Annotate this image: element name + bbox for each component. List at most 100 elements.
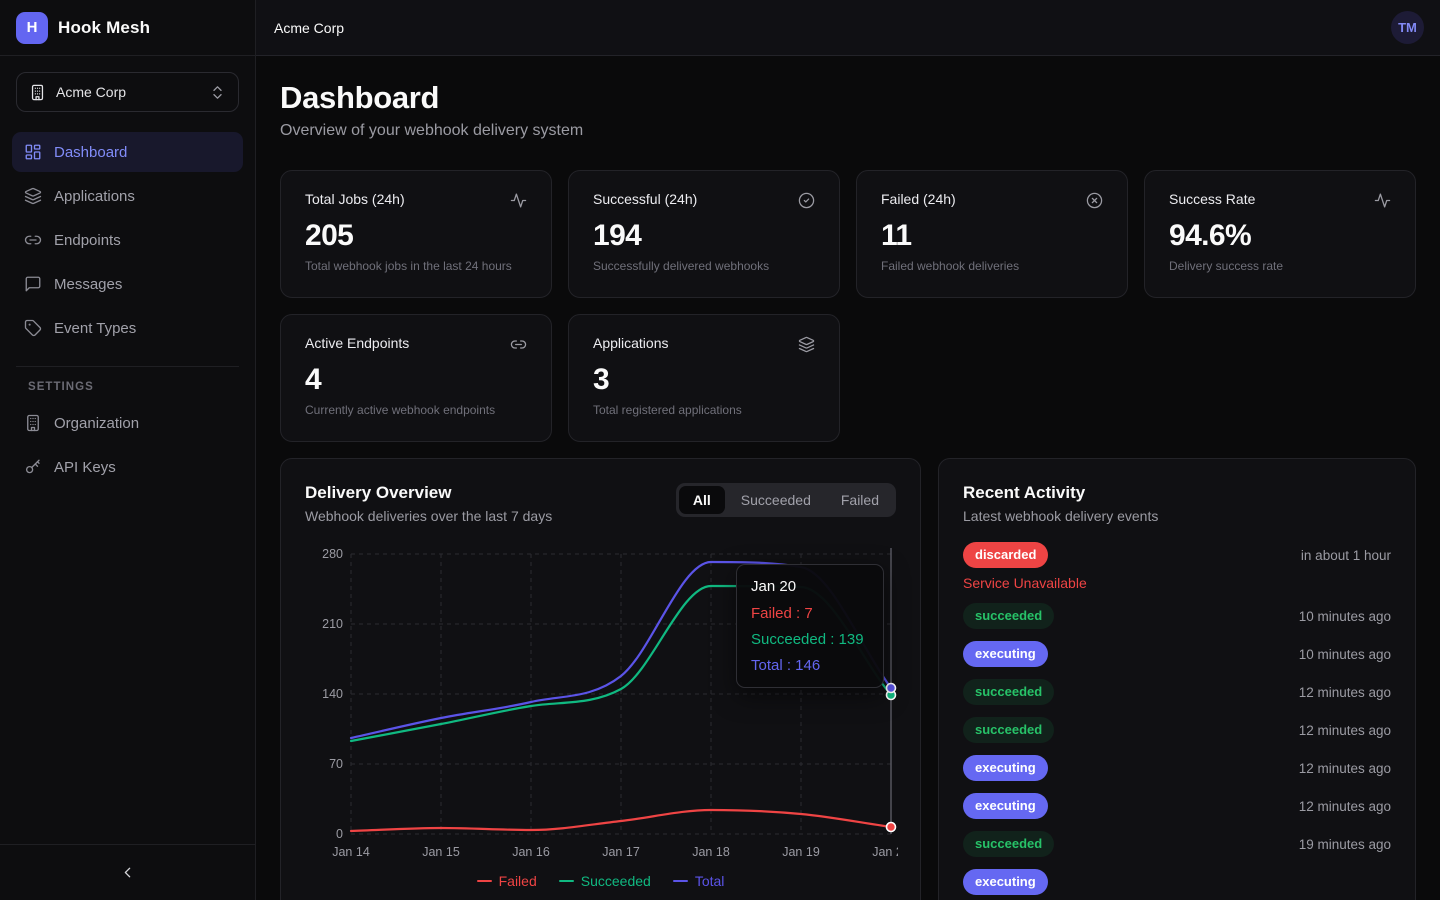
tooltip-row-succeeded: Succeeded : 139 <box>751 631 864 648</box>
link-icon <box>510 336 527 353</box>
activity-list: discarded in about 1 hour Service Unavaila… <box>963 542 1391 895</box>
stats-grid: Total Jobs (24h) 205 Total webhook jobs in… <box>280 170 1416 442</box>
topbar-org-name: Acme Corp <box>274 19 345 36</box>
tooltip-title: Jan 20 <box>751 578 797 595</box>
event-time: 12 minutes ago <box>1298 760 1391 776</box>
avatar-initials: TM <box>1398 20 1417 35</box>
dashboard-icon <box>24 143 42 161</box>
sidebar-item-organization[interactable]: Organization <box>12 403 243 443</box>
sidebar: H Hook Mesh Acme Corp Dashboard Applicati… <box>0 0 256 900</box>
svg-text:0: 0 <box>336 827 343 841</box>
sidebar-item-applications[interactable]: Applications <box>12 176 243 216</box>
sidebar-item-api-keys[interactable]: API Keys <box>12 447 243 487</box>
page-title: Dashboard <box>280 80 440 115</box>
building-icon <box>24 414 42 432</box>
main-content: Dashboard Overview of your webhook deliv… <box>256 0 1440 900</box>
event-time: 10 minutes ago <box>1298 646 1391 662</box>
stat-card-applications: Applications 3 Total registered applicatio… <box>568 314 840 442</box>
svg-text:Jan 18: Jan 18 <box>692 845 730 859</box>
status-badge: executing <box>963 641 1048 667</box>
activity-icon <box>510 192 527 209</box>
status-badge: executing <box>963 755 1048 781</box>
legend-item-succeeded: Succeeded <box>558 873 651 889</box>
event-time: in about 1 hour <box>1300 547 1391 563</box>
chart-legend: Failed Succeeded Total <box>305 873 896 889</box>
svg-text:280: 280 <box>322 547 343 561</box>
user-avatar[interactable]: TM <box>1391 11 1424 44</box>
stat-description: Currently active webhook endpoints <box>305 403 496 417</box>
key-icon <box>24 458 42 476</box>
stat-label: Failed (24h) <box>881 191 956 207</box>
sidebar-item-messages[interactable]: Messages <box>12 264 243 304</box>
settings-heading: SETTINGS <box>28 381 94 393</box>
activity-event-row[interactable]: succeeded 12 minutes ago <box>963 717 1391 743</box>
tab-all[interactable]: All <box>678 486 725 514</box>
sidebar-nav: Dashboard Applications Endpoints Messages Ev… <box>0 120 255 352</box>
sidebar-item-label: Dashboard <box>54 143 128 161</box>
collapse-sidebar-button[interactable] <box>119 864 136 881</box>
activity-event-row[interactable]: succeeded 19 minutes ago <box>963 831 1391 857</box>
sidebar-divider <box>16 366 239 367</box>
stat-value: 194 <box>593 219 642 252</box>
stat-label: Total Jobs (24h) <box>305 191 405 207</box>
delivery-chart: 0 70 140 210 280 Jan 14 Jan 15 Jan 16 Jan 17 Jan … <box>305 538 910 889</box>
activity-subtitle: Latest webhook delivery events <box>963 508 1159 524</box>
sidebar-item-dashboard[interactable]: Dashboard <box>12 132 243 172</box>
stat-label: Active Endpoints <box>305 335 410 351</box>
stat-label: Applications <box>593 335 669 351</box>
activity-event-row[interactable]: executing 10 minutes ago <box>963 641 1391 667</box>
sidebar-settings-nav: Organization API Keys <box>0 403 255 491</box>
sidebar-item-label: Messages <box>54 275 123 293</box>
event-time: 12 minutes ago <box>1298 684 1391 700</box>
x-circle-icon <box>1086 192 1103 209</box>
message-icon <box>24 275 42 293</box>
sidebar-item-label: Event Types <box>54 319 137 337</box>
activity-icon <box>1374 192 1391 209</box>
stat-card-failed-24h-: Failed (24h) 11 Failed webhook deliveries <box>856 170 1128 298</box>
status-badge: executing <box>963 869 1048 895</box>
svg-text:Jan 14: Jan 14 <box>332 845 370 859</box>
stat-description: Successfully delivered webhooks <box>593 259 770 273</box>
activity-event-row[interactable]: executing 12 minutes ago <box>963 793 1391 819</box>
stat-card-active-endpoints: Active Endpoints 4 Currently active webhoo… <box>280 314 552 442</box>
activity-event-row[interactable]: succeeded 10 minutes ago <box>963 603 1391 629</box>
event-time: 12 minutes ago <box>1298 798 1391 814</box>
recent-activity-panel: Recent Activity Latest webhook delivery … <box>938 458 1416 900</box>
activity-event-row[interactable]: succeeded 12 minutes ago <box>963 679 1391 705</box>
stat-description: Total webhook jobs in the last 24 hours <box>305 259 512 273</box>
svg-text:Jan 15: Jan 15 <box>422 845 460 859</box>
topbar: Acme Corp TM <box>256 0 1440 56</box>
event-error-message: Service Unavailable <box>963 575 1087 591</box>
stat-card-total-jobs-24h-: Total Jobs (24h) 205 Total webhook jobs in… <box>280 170 552 298</box>
chart-filter-tabs: All Succeeded Failed <box>675 483 896 517</box>
stat-value: 205 <box>305 219 354 252</box>
activity-event-row[interactable]: executing 12 minutes ago <box>963 755 1391 781</box>
svg-text:Jan 20: Jan 20 <box>872 845 898 859</box>
sidebar-item-event-types[interactable]: Event Types <box>12 308 243 348</box>
stat-card-success-rate: Success Rate 94.6% Delivery success rate <box>1144 170 1416 298</box>
org-selector-label: Acme Corp <box>56 84 127 100</box>
activity-event-row[interactable]: discarded in about 1 hour Service Unavaila… <box>963 542 1391 591</box>
sidebar-item-endpoints[interactable]: Endpoints <box>12 220 243 260</box>
event-time: 10 minutes ago <box>1298 608 1391 624</box>
stat-card-successful-24h-: Successful (24h) 194 Successfully delivere… <box>568 170 840 298</box>
chart-title: Delivery Overview <box>305 483 452 502</box>
stat-description: Failed webhook deliveries <box>881 259 1020 273</box>
event-time: 19 minutes ago <box>1298 836 1391 852</box>
chart-tooltip: Jan 20 Failed : 7 Succeeded : 139 Total : … <box>736 564 884 688</box>
svg-text:210: 210 <box>322 617 343 631</box>
status-badge: succeeded <box>963 831 1055 857</box>
status-badge: succeeded <box>963 603 1055 629</box>
org-selector[interactable]: Acme Corp <box>16 72 239 112</box>
tab-succeeded[interactable]: Succeeded <box>727 486 825 514</box>
activity-event-row[interactable]: executing <box>963 869 1391 895</box>
sidebar-item-label: Applications <box>54 187 135 205</box>
building-icon <box>29 84 46 101</box>
stat-value: 11 <box>881 219 912 252</box>
legend-item-failed: Failed <box>476 873 537 889</box>
sidebar-item-label: API Keys <box>54 458 116 476</box>
stat-label: Successful (24h) <box>593 191 698 207</box>
logo-letter: H <box>26 19 38 36</box>
delivery-overview-panel: Delivery Overview Webhook deliveries ove… <box>280 458 921 900</box>
tab-failed[interactable]: Failed <box>827 486 893 514</box>
